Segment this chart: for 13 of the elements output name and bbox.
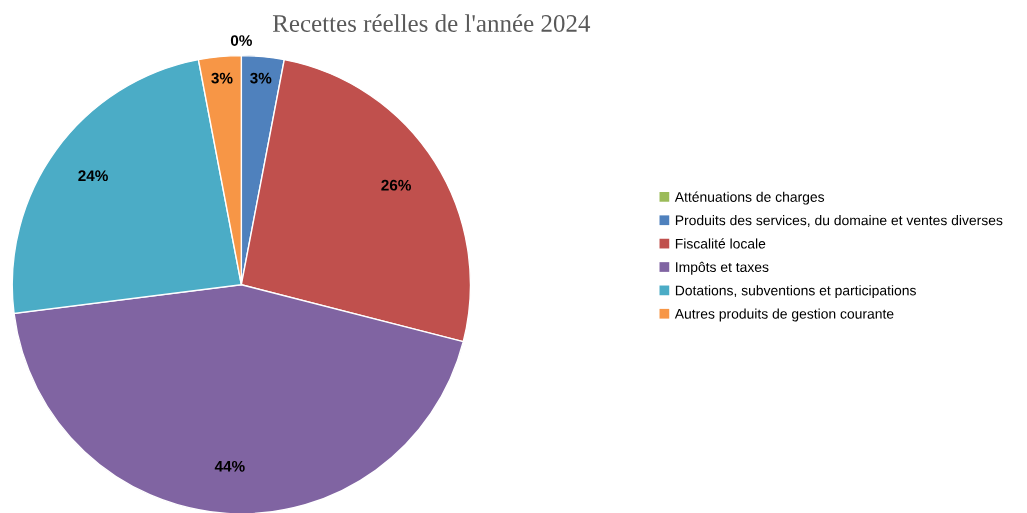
legend-label: Atténuations de charges bbox=[674, 191, 825, 205]
legend-label: Autres produits de gestion courante bbox=[674, 308, 894, 322]
data-label: 3% bbox=[250, 72, 272, 84]
data-label: 24% bbox=[78, 170, 108, 182]
data-label: 3% bbox=[211, 72, 233, 84]
data-label: 26% bbox=[381, 179, 411, 191]
legend-label: Produits des services, du domaine et ventes diverses bbox=[675, 215, 1003, 227]
data-label: 44% bbox=[214, 460, 245, 472]
legend-label: Fiscalité locale bbox=[675, 238, 766, 249]
chart-title: Recettes réelles de l'année 2024 bbox=[272, 14, 591, 32]
text: 0% bbox=[230, 35, 252, 46]
legend-label: Dotations, subventions et participations bbox=[675, 285, 916, 299]
legend-label: Impôts et taxes bbox=[676, 261, 769, 275]
